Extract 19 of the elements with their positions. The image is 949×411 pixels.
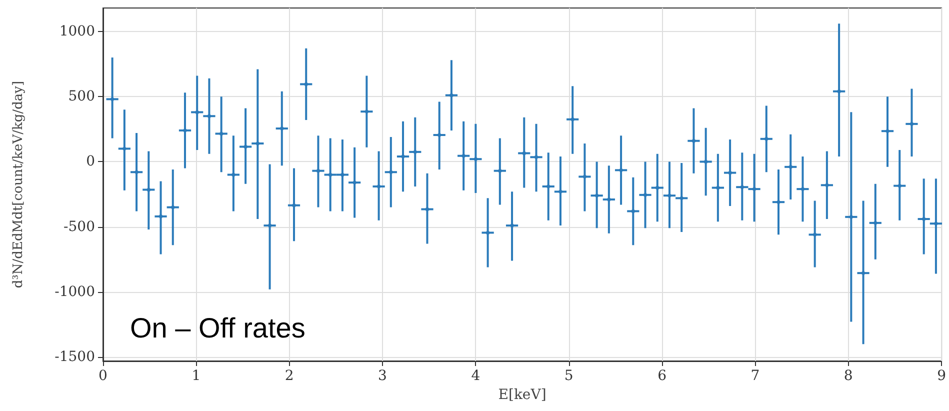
x-tick-label: 3: [378, 368, 387, 384]
x-tick-label: 6: [658, 368, 667, 384]
x-tick-label: 1: [192, 368, 201, 384]
x-tick-label: 8: [844, 368, 853, 384]
x-tick-label: 7: [750, 368, 760, 384]
y-tick-label: 1000: [59, 23, 95, 40]
annotation: On – Off rates: [130, 312, 306, 344]
x-tick-label: 2: [284, 368, 294, 384]
x-tick-label: 5: [564, 368, 574, 384]
y-axis-title: d³N/dEdMdt[count/keV/kg/day]: [11, 80, 26, 288]
x-tick-label: 9: [937, 368, 946, 384]
y-tick-label: -1000: [54, 284, 95, 300]
x-axis-title: E[keV]: [498, 386, 546, 403]
x-tick-label: 4: [471, 368, 480, 384]
x-tick-label: 0: [98, 368, 108, 384]
y-tick-label: -1500: [54, 349, 95, 366]
y-tick-label: 0: [86, 154, 95, 170]
y-tick-label: 500: [68, 88, 95, 105]
y-tick-label: -500: [64, 218, 95, 235]
